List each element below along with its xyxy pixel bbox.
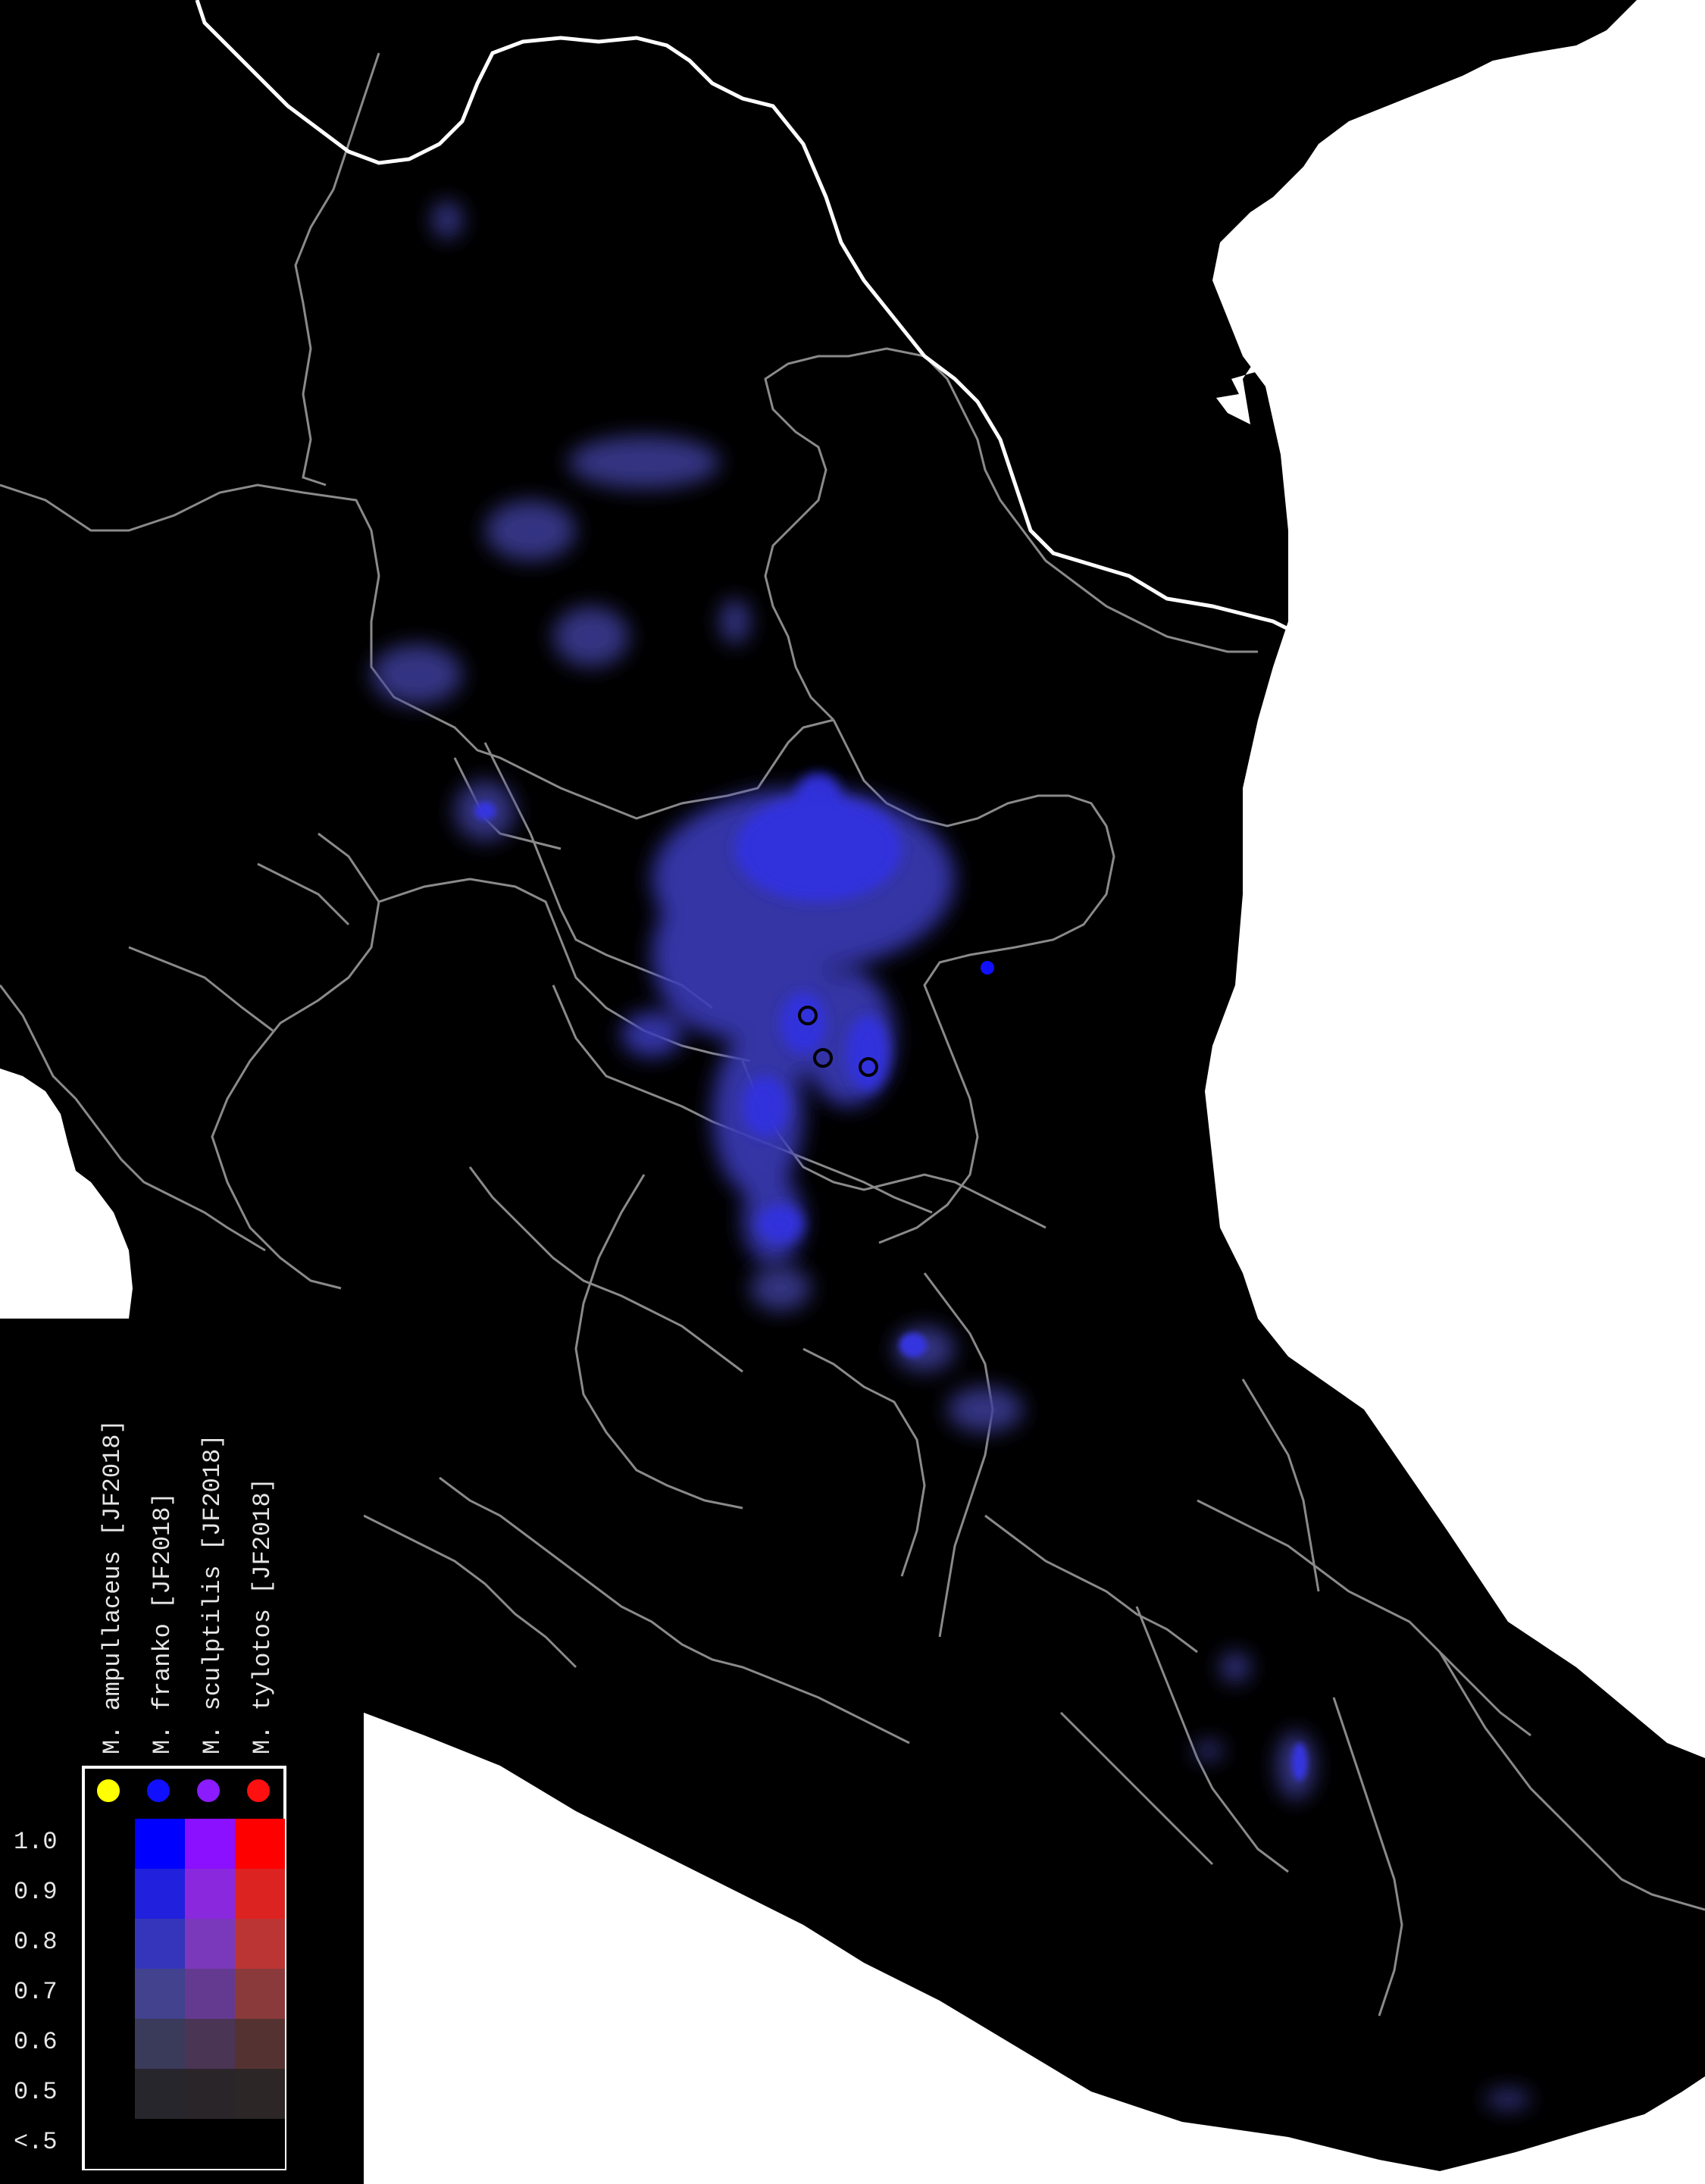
ramp-cell (135, 2069, 185, 2119)
ramp-cell (85, 2019, 135, 2069)
occurrence-point-filled (981, 961, 994, 975)
swatch-blue-icon (144, 1776, 173, 1805)
color-ramp (85, 1819, 285, 2169)
suitability-layer (371, 201, 1531, 2108)
occurrence-point-open (798, 1006, 818, 1025)
pacific-ocean-south (364, 1713, 1705, 2184)
legend-tick-label: 0.8 (14, 1928, 58, 1956)
ramp-cell (235, 1969, 285, 2019)
ramp-cell (135, 1969, 185, 2019)
ramp-cell (85, 1969, 135, 2019)
occurrence-point-open (859, 1057, 878, 1077)
ramp-cell (185, 1919, 235, 1969)
ramp-cell (235, 1869, 285, 1919)
coastline-texas (1216, 45, 1675, 424)
swatch-red-icon (244, 1776, 273, 1805)
ramp-cell (185, 1819, 235, 1869)
ramp-cell (135, 1819, 185, 1869)
ramp-cell (235, 2069, 285, 2119)
ramp-cell (185, 2119, 235, 2169)
ramp-cell (185, 1869, 235, 1919)
swatch-yellow-icon (94, 1776, 123, 1805)
gulf-of-mexico (1205, 0, 1705, 1758)
legend-species-label: M. franko [JF2018] (149, 1492, 177, 1754)
ramp-cell (135, 2019, 185, 2069)
legend-tick-label: <.5 (14, 2128, 58, 2156)
ramp-cell (235, 1919, 285, 1969)
occurrence-point-open (813, 1048, 833, 1068)
national-border (195, 0, 1290, 631)
ramp-cell (235, 2119, 285, 2169)
ramp-cell (185, 2019, 235, 2069)
swatch-purple-icon (194, 1776, 223, 1805)
ramp-cell (85, 1869, 135, 1919)
ramp-cell (185, 2069, 235, 2119)
legend-tick-label: 0.9 (14, 1878, 58, 1906)
ramp-cell (85, 1919, 135, 1969)
legend-tick-label: 1.0 (14, 1828, 58, 1856)
ramp-cell (85, 1819, 135, 1869)
ramp-cell (235, 2019, 285, 2069)
legend-tick-label: 0.5 (14, 2078, 58, 2106)
state-borders (0, 52, 1705, 2017)
ramp-cell (85, 2069, 135, 2119)
ramp-cell (135, 2119, 185, 2169)
legend-species-label: M. ampullaceus [JF2018] (99, 1419, 127, 1754)
ramp-cell (135, 1919, 185, 1969)
pacific-ocean-west (0, 1069, 133, 1319)
legend-species-label: M. tylotos [JF2018] (249, 1478, 277, 1754)
legend-box (82, 1766, 286, 2170)
ramp-cell (185, 1969, 235, 2019)
ramp-cell (135, 1869, 185, 1919)
legend-species-label: M. sculptilis [JF2018] (199, 1434, 227, 1754)
legend-tick-label: 0.6 (14, 2028, 58, 2056)
legend-tick-label: 0.7 (14, 1978, 58, 2006)
ramp-cell (85, 2119, 135, 2169)
occurrence-points (798, 961, 994, 1077)
ramp-cell (235, 1819, 285, 1869)
